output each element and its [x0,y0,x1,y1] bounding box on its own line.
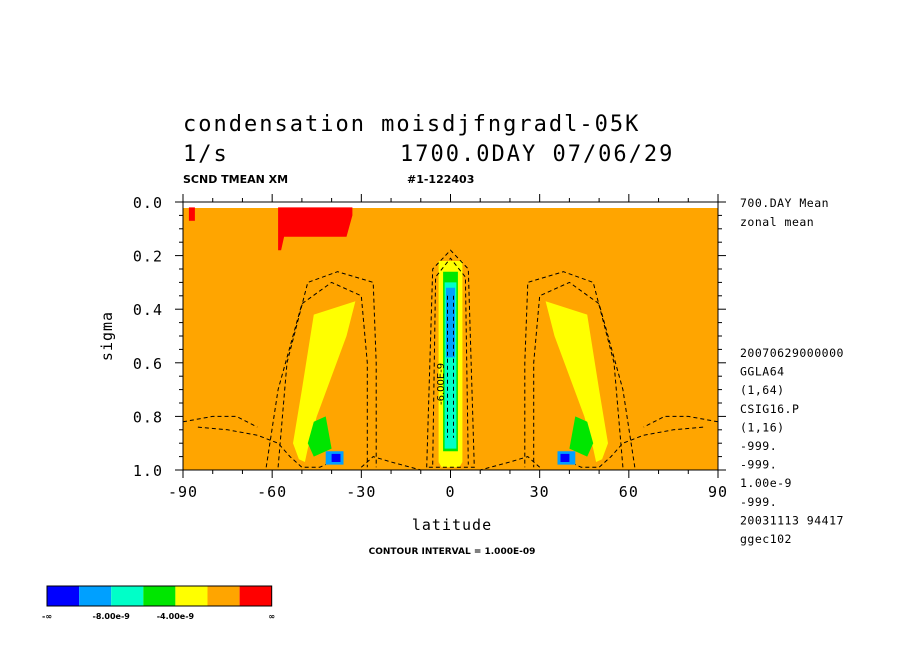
y-axis-label: sigma [98,311,116,361]
x-tick-label-5: 60 [619,483,639,501]
colorbar-swatch-5 [207,586,240,606]
colorbar-frame [46,585,273,607]
colorbar-swatch-3 [143,586,176,606]
time-label: 1700.0DAY 07/06/29 [400,142,674,167]
contour-line-4 [360,456,421,471]
contour-line-7 [533,281,636,468]
shaded-region-7 [446,287,455,358]
run-info-line-5: -999. [740,439,777,453]
y-tick-label-0: 0.0 [133,194,163,212]
contour-line-9 [480,456,541,471]
shaded-region-12 [278,207,353,251]
run-info-line-1: GGLA64 [740,365,785,379]
contour-lines [182,249,719,471]
run-info-line-0: 20070629000000 [740,346,844,360]
x-tick-label-2: -30 [346,483,376,501]
run-info-line-8: -999. [740,495,777,509]
colorbar-swatch-4 [175,586,208,606]
units-label: 1/s [183,142,229,167]
colorbar-label-1: -8.00e-9 [93,612,131,621]
colorbar-swatch-0 [47,586,80,606]
contour-line-8 [524,271,624,468]
zonal-note: zonal mean [740,215,814,229]
colorbar-swatch-1 [79,586,112,606]
shaded-region-3 [307,416,332,457]
shaded-region-4 [569,416,594,457]
shaded-region-0 [293,301,356,462]
run-info-list: 20070629000000 GGLA64 (1,64) CSIG16.P (1,16)… [740,346,844,546]
y-tick-label-2: 0.4 [133,301,163,319]
contour-line-6 [575,426,704,468]
y-tick-label-3: 0.6 [133,355,163,373]
x-tick-label-3: 0 [445,483,455,501]
x-axis-label: latitude [412,516,492,534]
contour-interval: CONTOUR INTERVAL = 1.000E-09 [369,547,536,557]
mean-note: 700.DAY Mean [740,196,829,210]
contour-line-3 [277,271,377,468]
run-info-line-2: (1,64) [740,383,785,397]
x-tick-label-6: 90 [708,483,728,501]
run-info-line-10: ggec102 [740,532,792,546]
variable-code: SCND TMEAN XM [183,173,288,186]
contour-line-10 [426,249,475,468]
x-tick-label-4: 30 [530,483,550,501]
run-info-line-3: CSIG16.P [740,402,799,416]
shaded-region-13 [188,207,195,221]
colorbar-label-2: -4.00e-9 [157,612,195,621]
colorbar-swatch-6 [239,586,272,606]
contour-value-label: -6.00E-9 [436,363,447,405]
contour-line-5 [643,415,719,428]
contour-line-1 [182,415,258,428]
shaded-region-11 [560,453,570,462]
shaded-region-1 [545,301,608,462]
x-tick-label-1: -60 [257,483,287,501]
run-info-line-4: (1,16) [740,420,785,434]
contour-line-2 [265,281,368,468]
contour-line-0 [197,426,326,468]
shaded-region-10 [331,453,341,462]
y-tick-label-5: 1.0 [133,462,163,480]
y-tick-label-4: 0.8 [133,408,163,426]
contour-line-11 [432,257,469,465]
axes: -90 -60 -30 0 30 60 90 0.0 0.2 0.4 0.6 0.8 1.0 [133,194,728,501]
colorbar-swatch-2 [111,586,144,606]
colorbar: -∞ -8.00e-9 -4.00e-9 ∞ [42,585,275,621]
x-tick-label-0: -90 [168,483,198,501]
colorbar-label-0: -∞ [42,612,52,621]
run-info-line-7: 1.00e-9 [740,476,792,490]
chart-title: condensation moisdjfngradl-05K [183,112,640,137]
run-info-line-6: -999. [740,458,777,472]
run-id: #1-122403 [407,173,474,186]
run-info-line-9: 20031113 94417 [740,513,844,527]
colorbar-label-3: ∞ [268,612,275,621]
y-tick-label-1: 0.2 [133,248,163,266]
